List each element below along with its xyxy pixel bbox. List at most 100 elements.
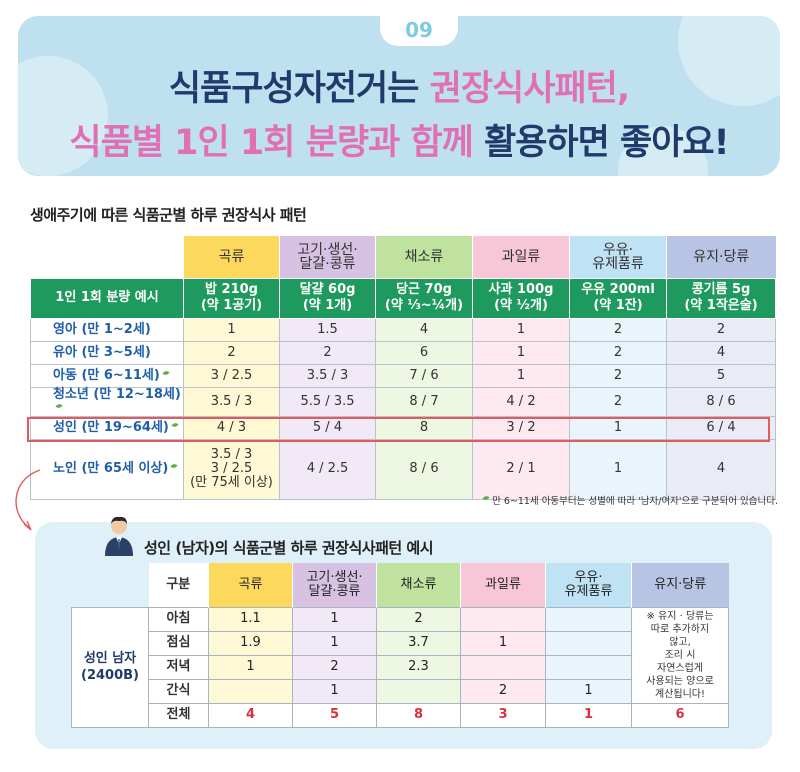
total-row: 전체 4 5 8 3 1 6 bbox=[72, 702, 729, 728]
header-oils-sugars: 유지·당류 bbox=[631, 563, 729, 607]
value-vegetables: 8 bbox=[375, 415, 473, 440]
table-row: 유아 (만 3~5세) 2 2 6 1 2 4 bbox=[30, 340, 776, 365]
value-grains: 3.5 / 3 bbox=[183, 386, 280, 417]
age-group-label: 영아 (만 1~2세) bbox=[30, 317, 184, 342]
leaf-icon bbox=[162, 369, 170, 376]
meal-value-grains: 1.1 bbox=[208, 606, 293, 632]
header-banner: 09 식품구성자전거는 권장식사패턴, 식품별 1인 1회 분량과 함께 활용하… bbox=[18, 16, 780, 176]
headline-line-1: 식품구성자전거는 권장식사패턴, bbox=[18, 60, 780, 111]
headline-highlight: 식품별 1인 1회 분량과 함께 bbox=[69, 123, 485, 163]
value-grains: 3 / 2.5 bbox=[183, 363, 280, 388]
meal-value-milk-dairy bbox=[545, 654, 632, 680]
meal-label: 저녁 bbox=[148, 654, 209, 680]
header-blank-cell bbox=[30, 236, 184, 278]
value-meat-fish-egg-bean: 1.5 bbox=[279, 317, 376, 342]
meal-value-milk-dairy bbox=[545, 606, 632, 632]
meal-label: 간식 bbox=[148, 678, 209, 704]
meal-value-meat-fish-egg-bean: 2 bbox=[292, 654, 377, 680]
header-milk-dairy: 우유· 유제품류 bbox=[569, 236, 667, 278]
value-oils-sugars: 5 bbox=[666, 363, 776, 388]
businessman-avatar-icon bbox=[105, 516, 133, 556]
value-meat-fish-egg-bean: 3.5 / 3 bbox=[279, 363, 376, 388]
serving-example-fruits: 사과 100g (약 ½개) bbox=[472, 277, 570, 319]
gender-note: 만 6~11세 아동부터는 성별에 따라 '남자/여자'으로 구분되어 있습니다… bbox=[480, 493, 778, 507]
meal-value-fruits: 2 bbox=[460, 678, 546, 704]
meal-value-vegetables: 2.3 bbox=[376, 654, 461, 680]
value-oils-sugars: 8 / 6 bbox=[666, 386, 776, 417]
value-grains: 1 bbox=[183, 317, 280, 342]
age-group-label: 노인 (만 65세 이상) bbox=[30, 438, 184, 500]
value-meat-fish-egg-bean: 2 bbox=[279, 340, 376, 365]
age-group-text: 영아 (만 1~2세) bbox=[53, 321, 151, 337]
age-group-label: 아동 (만 6~11세) bbox=[30, 363, 184, 388]
value-fruits: 2 / 1 bbox=[472, 438, 570, 500]
header-grains: 곡류 bbox=[208, 563, 293, 607]
value-milk-dairy: 2 bbox=[569, 363, 667, 388]
serving-example-grains: 밥 210g (약 1공기) bbox=[183, 277, 280, 319]
value-vegetables: 8 / 6 bbox=[375, 438, 473, 500]
value-fruits: 1 bbox=[472, 317, 570, 342]
header-meat-fish-egg-bean: 고기·생선· 달걀·콩류 bbox=[292, 563, 377, 607]
value-vegetables: 6 bbox=[375, 340, 473, 365]
age-group-label: 성인 (만 19~64세) bbox=[30, 415, 184, 440]
value-meat-fish-egg-bean: 4 / 2.5 bbox=[279, 438, 376, 500]
meal-row: 점심 1.9 1 3.7 1 bbox=[72, 630, 729, 656]
meal-value-milk-dairy bbox=[545, 630, 632, 656]
leaf-icon bbox=[55, 402, 63, 409]
meal-value-meat-fish-egg-bean: 1 bbox=[292, 606, 377, 632]
serving-example-meat-fish-egg-bean: 달걀 60g (약 1개) bbox=[279, 277, 376, 319]
age-group-text: 성인 (만 19~64세) bbox=[53, 419, 169, 435]
meal-value-meat-fish-egg-bean: 1 bbox=[292, 678, 377, 704]
header-fruits: 과일류 bbox=[460, 563, 546, 607]
adult-male-group-label: 성인 남자 (2400B) bbox=[71, 606, 149, 728]
meal-value-meat-fish-egg-bean: 1 bbox=[292, 630, 377, 656]
daily-pattern-table: 곡류 고기·생선· 달걀·콩류 채소류 과일류 우유· 유제품류 유지·당류 1인 1회 분량 … bbox=[30, 236, 776, 500]
header-milk-dairy: 우유· 유제품류 bbox=[545, 563, 632, 607]
serving-example-milk-dairy: 우유 200ml (약 1잔) bbox=[569, 277, 667, 319]
meal-label: 아침 bbox=[148, 606, 209, 632]
value-oils-sugars: 6 / 4 bbox=[666, 415, 776, 440]
value-milk-dairy: 2 bbox=[569, 317, 667, 342]
value-oils-sugars: 4 bbox=[666, 438, 776, 500]
table-row: 영아 (만 1~2세) 1 1.5 4 1 2 2 bbox=[30, 317, 776, 342]
value-fruits: 1 bbox=[472, 363, 570, 388]
meal-value-milk-dairy: 1 bbox=[545, 678, 632, 704]
value-vegetables: 4 bbox=[375, 317, 473, 342]
value-milk-dairy: 2 bbox=[569, 386, 667, 417]
serving-example-vegetables: 당근 70g (약 ⅓~¼개) bbox=[375, 277, 473, 319]
headline-text: 식품구성자전거는 bbox=[168, 69, 430, 109]
header-vegetables: 채소류 bbox=[376, 563, 461, 607]
age-group-text: 노인 (만 65세 이상) bbox=[53, 461, 169, 476]
value-oils-sugars: 2 bbox=[666, 317, 776, 342]
serving-example-label: 1인 1회 분량 예시 bbox=[30, 277, 184, 319]
age-group-text: 아동 (만 6~11세) bbox=[53, 367, 160, 383]
serving-example-row: 1인 1회 분량 예시 밥 210g (약 1공기) 달걀 60g (약 1개) 당근 7… bbox=[30, 277, 776, 319]
meal-value-fruits: 1 bbox=[460, 630, 546, 656]
value-meat-fish-egg-bean: 5.5 / 3.5 bbox=[279, 386, 376, 417]
value-fruits: 3 / 2 bbox=[472, 415, 570, 440]
meal-value-vegetables bbox=[376, 678, 461, 704]
note-text: 만 6~11세 아동부터는 성별에 따라 '남자/여자'으로 구분되어 있습니다… bbox=[492, 496, 778, 507]
total-grains: 4 bbox=[208, 702, 293, 728]
header-oils-sugars: 유지·당류 bbox=[666, 236, 776, 278]
oils-sugars-note: ※ 유지 · 당류는 따로 추가하지 않고, 조리 시 자연스럽게 사용되는 양으로 계산됩… bbox=[631, 606, 729, 704]
serving-example-oils-sugars: 콩기름 5g (약 1작은술) bbox=[666, 277, 776, 319]
header-fruits: 과일류 bbox=[472, 236, 570, 278]
value-milk-dairy: 2 bbox=[569, 340, 667, 365]
total-milk-dairy: 1 bbox=[545, 702, 632, 728]
meal-row: 성인 남자 (2400B) 아침 1.1 1 2 ※ 유지 · 당류는 따로 추가하지 않고, 조… bbox=[71, 606, 729, 728]
value-fruits: 1 bbox=[472, 340, 570, 365]
table2-header-row: 구분 곡류 고기·생선· 달걀·콩류 채소류 과일류 우유· 유제품류 유지·당류 bbox=[72, 563, 729, 607]
headline-line-2: 식품별 1인 1회 분량과 함께 활용하면 좋아요! bbox=[18, 114, 780, 165]
value-milk-dairy: 1 bbox=[569, 415, 667, 440]
header-grains: 곡류 bbox=[183, 236, 280, 278]
total-meat-fish-egg-bean: 5 bbox=[292, 702, 377, 728]
total-oils-sugars: 6 bbox=[631, 702, 729, 728]
value-meat-fish-egg-bean: 5 / 4 bbox=[279, 415, 376, 440]
meal-value-grains: 1.9 bbox=[208, 630, 293, 656]
